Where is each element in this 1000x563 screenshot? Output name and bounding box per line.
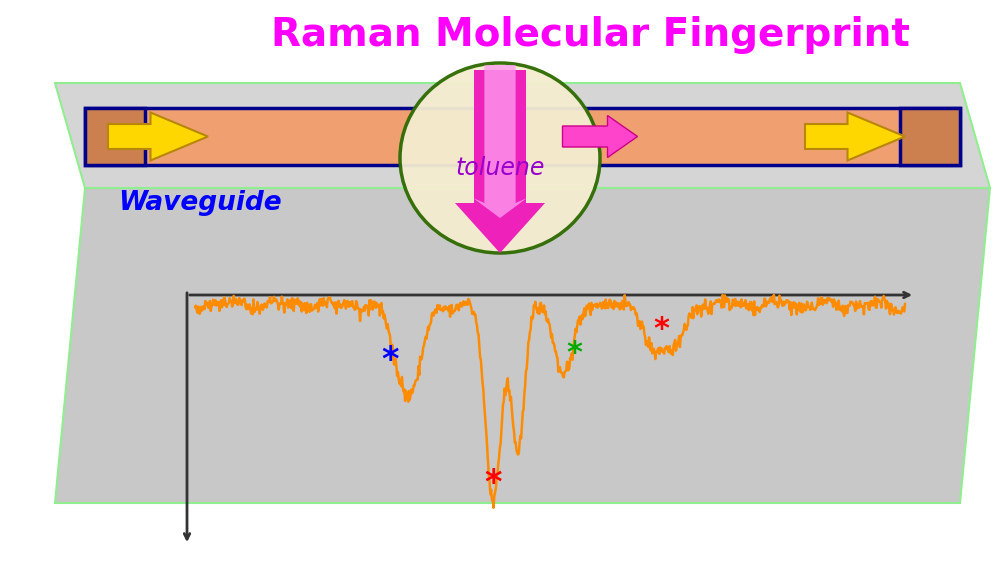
Text: toluene: toluene <box>455 156 545 180</box>
Text: Waveguide: Waveguide <box>118 190 282 216</box>
Polygon shape <box>562 115 638 158</box>
Text: Raman Molecular Fingerprint: Raman Molecular Fingerprint <box>271 16 909 54</box>
Polygon shape <box>85 108 960 165</box>
Polygon shape <box>455 70 545 253</box>
Polygon shape <box>85 108 145 165</box>
Polygon shape <box>900 108 960 165</box>
Text: *: * <box>381 345 399 377</box>
Ellipse shape <box>400 63 600 253</box>
Polygon shape <box>473 65 527 218</box>
Polygon shape <box>805 113 905 160</box>
Text: *: * <box>654 315 670 345</box>
Polygon shape <box>108 113 208 160</box>
Text: *: * <box>484 467 502 500</box>
Text: *: * <box>566 339 582 368</box>
Polygon shape <box>55 83 990 188</box>
Polygon shape <box>55 188 990 503</box>
